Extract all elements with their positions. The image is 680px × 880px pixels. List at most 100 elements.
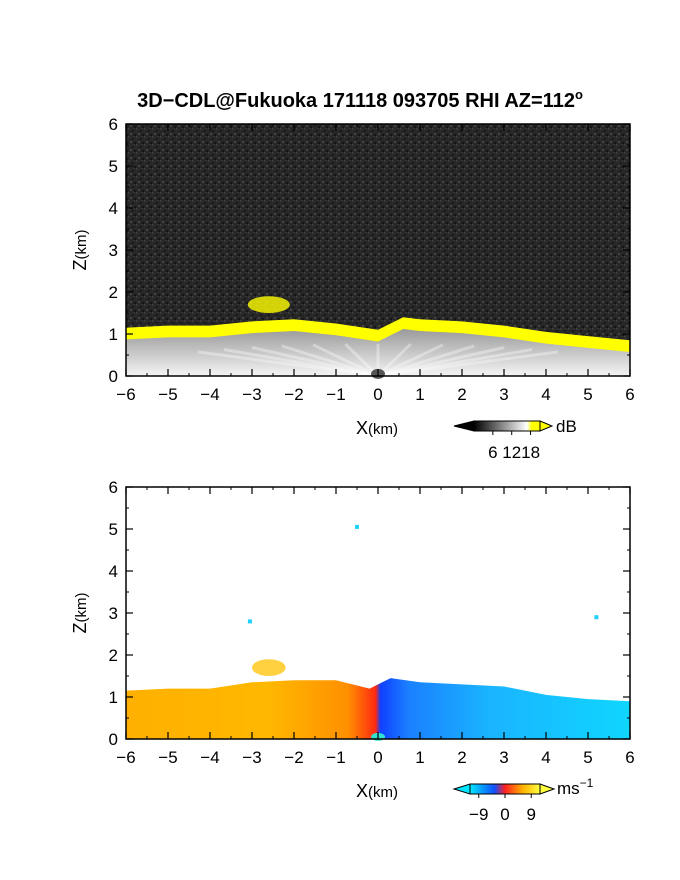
snr-colorbar: 6 12 18 dB xyxy=(453,417,577,462)
snr-xtick-label: 4 xyxy=(541,385,550,404)
snr-beam-streak xyxy=(344,343,380,378)
velocity-colorbar-ticks: −9 0 9 xyxy=(469,794,536,824)
snr-colorbar-right-arrow xyxy=(539,420,554,432)
velocity-colorbar: −9 0 9 ms−1 xyxy=(452,776,594,824)
snr-ytick-label: 3 xyxy=(109,241,118,260)
velocity-xtick-label: 2 xyxy=(457,748,466,767)
figure-title-text: 3D−CDL@Fukuoka 171118 093705 RHI AZ=112 xyxy=(137,90,575,112)
velocity-colorbar-unit: ms−1 xyxy=(557,776,594,798)
snr-beam-streak xyxy=(281,344,379,378)
snr-ytick-label: 0 xyxy=(109,367,118,386)
velocity-xtick-label: −4 xyxy=(200,748,219,767)
snr-ytick-label: 4 xyxy=(109,199,118,218)
velocity-xtick-label: 1 xyxy=(415,748,424,767)
velocity-ytick-label: 2 xyxy=(109,646,118,665)
velocity-ytick-label: 6 xyxy=(109,478,118,497)
snr-xtick-label: −1 xyxy=(326,385,345,404)
snr-ytick-label: 5 xyxy=(109,157,118,176)
snr-beam-streak xyxy=(197,350,379,378)
velocity-ylabel-main: Z xyxy=(70,623,90,634)
velocity-xtick-label: −3 xyxy=(242,748,261,767)
snr-ytick-label: 1 xyxy=(109,325,118,344)
snr-ylabel-unit: (km) xyxy=(73,230,90,260)
velocity-ytick-label: 1 xyxy=(109,688,118,707)
snr-xlabel: X(km) xyxy=(356,418,398,438)
velocity-layer xyxy=(126,678,630,739)
velocity-ylabel: Z(km) xyxy=(70,593,90,634)
snr-xtick-label: −6 xyxy=(116,385,135,404)
velocity-ytick-label: 3 xyxy=(109,604,118,623)
velocity-xlabel: X(km) xyxy=(356,781,398,801)
snr-colorbar-tick-label: 18 xyxy=(521,443,540,462)
snr-ytick-label: 6 xyxy=(109,115,118,134)
velocity-colorbar-tick-label: 9 xyxy=(527,805,536,824)
velocity-xtick-label: 5 xyxy=(583,748,592,767)
velocity-colorbar-tick-label: 0 xyxy=(500,805,509,824)
snr-ylabel-main: Z xyxy=(70,260,90,271)
snr-colorbar-left-arrow xyxy=(453,420,475,432)
snr-beam-streak xyxy=(377,348,533,378)
velocity-isolated-point xyxy=(355,524,359,529)
velocity-colorbar-unit-exponent: −1 xyxy=(580,776,594,790)
snr-beam-streak xyxy=(376,343,412,378)
snr-ytick-label: 2 xyxy=(109,283,118,302)
snr-beam-streak xyxy=(377,350,559,378)
snr-xtick-label: 5 xyxy=(583,385,592,404)
velocity-isolated-point xyxy=(594,615,599,620)
velocity-ytick-label: 5 xyxy=(109,520,118,539)
snr-beam-streak xyxy=(377,344,475,378)
snr-beam-streak xyxy=(251,346,379,378)
velocity-colorbar-left-arrow xyxy=(452,783,471,795)
velocity-colorbar-right-arrow xyxy=(539,783,556,795)
velocity-ylabel-unit: (km) xyxy=(73,593,90,623)
velocity-colorbar-tick-label: −9 xyxy=(469,805,488,824)
velocity-xtick-label: −1 xyxy=(326,748,345,767)
velocity-xtick-label: −5 xyxy=(158,748,177,767)
snr-xtick-label: −3 xyxy=(242,385,261,404)
velocity-elevated-plume xyxy=(251,659,286,676)
snr-layer-gray xyxy=(126,328,630,376)
snr-xlabel-main: X xyxy=(356,418,368,438)
snr-beam-streak xyxy=(312,343,379,378)
snr-xtick-label: −2 xyxy=(284,385,303,404)
velocity-axes: −6 −5 −4 −3 −2 −1 0 1 2 3 4 5 6 0 1 2 3 4 5 6 xyxy=(109,478,635,767)
velocity-data-layer xyxy=(126,524,630,741)
snr-xlabel-unit: (km) xyxy=(368,421,398,438)
snr-ylabel: Z(km) xyxy=(70,230,90,271)
figure-title: 3D−CDL@Fukuoka 171118 093705 RHI AZ=112o xyxy=(137,87,583,112)
snr-axes: −6 −5 −4 −3 −2 −1 0 1 2 3 4 5 6 0 1 2 3 4 5 6 xyxy=(109,115,635,404)
snr-xtick-label: 1 xyxy=(415,385,424,404)
snr-xtick-label: 3 xyxy=(499,385,508,404)
snr-colorbar-tick-label: 6 xyxy=(488,443,497,462)
snr-colorbar-ramp xyxy=(473,420,541,432)
snr-colorbar-tick-label: 12 xyxy=(502,443,521,462)
velocity-colorbar-unit-main: ms xyxy=(557,779,580,798)
velocity-ytick-label: 4 xyxy=(109,562,118,581)
snr-elevated-plume xyxy=(247,296,290,313)
snr-xtick-label: 6 xyxy=(625,385,634,404)
velocity-xtick-label: 4 xyxy=(541,748,550,767)
velocity-xtick-label: 3 xyxy=(499,748,508,767)
snr-beam-streak xyxy=(223,348,379,378)
snr-colorbar-unit: dB xyxy=(556,417,577,436)
snr-beam-streak xyxy=(377,343,444,378)
snr-xtick-label: 0 xyxy=(373,385,382,404)
snr-xtick-label: −4 xyxy=(200,385,219,404)
velocity-xtick-label: −6 xyxy=(116,748,135,767)
velocity-xtick-label: 6 xyxy=(625,748,634,767)
velocity-xlabel-main: X xyxy=(356,781,368,801)
velocity-xtick-label: −2 xyxy=(284,748,303,767)
velocity-colorbar-ramp xyxy=(469,783,541,795)
figure-title-degree: o xyxy=(575,87,583,102)
snr-beam-streak xyxy=(377,346,505,378)
snr-colorbar-ticks: 6 12 18 xyxy=(488,431,540,462)
snr-xtick-label: 2 xyxy=(457,385,466,404)
snr-xtick-label: −5 xyxy=(158,385,177,404)
velocity-xlabel-unit: (km) xyxy=(368,784,398,801)
velocity-isolated-point xyxy=(247,619,252,624)
velocity-xtick-label: 0 xyxy=(373,748,382,767)
velocity-ytick-label: 0 xyxy=(109,730,118,749)
